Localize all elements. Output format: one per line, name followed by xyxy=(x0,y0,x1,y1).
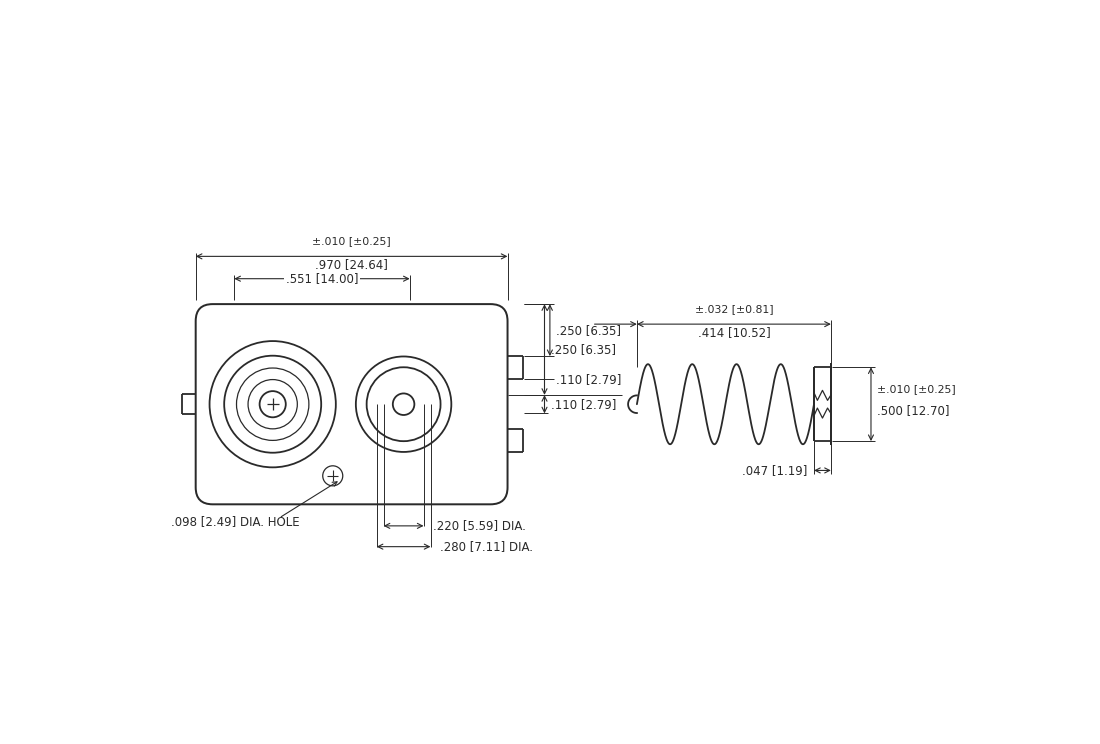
FancyBboxPatch shape xyxy=(196,304,507,504)
Text: .110 [2.79]: .110 [2.79] xyxy=(556,373,622,385)
Text: .551 [14.00]: .551 [14.00] xyxy=(286,272,359,285)
Text: .250 [6.35]: .250 [6.35] xyxy=(556,324,622,336)
Text: ±.010 [±0.25]: ±.010 [±0.25] xyxy=(877,384,956,394)
Text: .250 [6.35]: .250 [6.35] xyxy=(551,343,616,356)
Text: .970 [24.64]: .970 [24.64] xyxy=(316,258,388,271)
Text: .110 [2.79]: .110 [2.79] xyxy=(551,398,616,411)
Text: .098 [2.49] DIA. HOLE: .098 [2.49] DIA. HOLE xyxy=(170,516,299,528)
Text: ±.010 [±0.25]: ±.010 [±0.25] xyxy=(312,237,390,246)
Text: ±.032 [±0.81]: ±.032 [±0.81] xyxy=(694,304,773,314)
Text: .047 [1.19]: .047 [1.19] xyxy=(742,464,807,477)
Text: .500 [12.70]: .500 [12.70] xyxy=(877,404,949,417)
Text: .414 [10.52]: .414 [10.52] xyxy=(697,326,770,339)
Text: .280 [7.11] DIA.: .280 [7.11] DIA. xyxy=(440,540,532,553)
Text: .220 [5.59] DIA.: .220 [5.59] DIA. xyxy=(432,519,526,533)
